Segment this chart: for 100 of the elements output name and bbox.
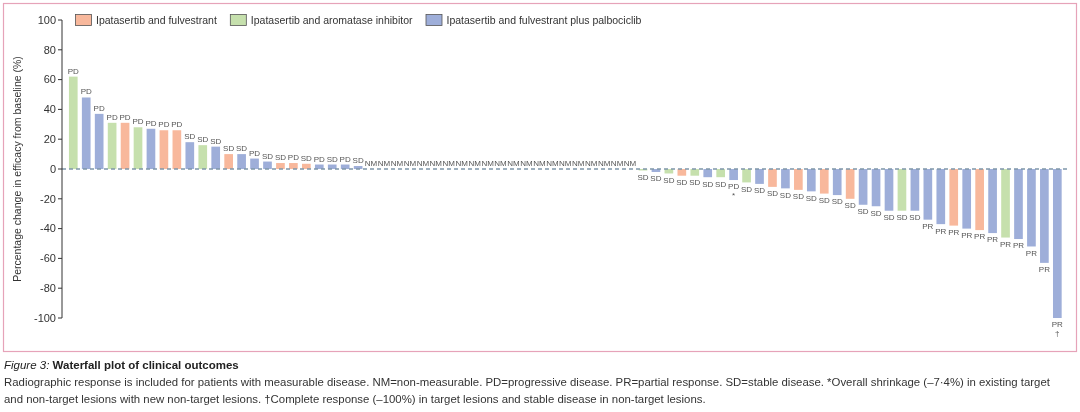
legend-label: Ipatasertib and fulvestrant plus palbociclib	[446, 13, 642, 26]
text: PD	[93, 103, 105, 113]
text: PD *	[728, 182, 740, 201]
y-tick-label: 20	[43, 133, 56, 146]
text: NM	[572, 159, 585, 168]
bar	[211, 146, 221, 169]
text: NM	[507, 159, 520, 168]
text: SD	[637, 172, 649, 182]
text: NM	[364, 159, 378, 168]
bar	[703, 169, 713, 178]
bar	[120, 122, 130, 169]
text: PD	[119, 112, 131, 122]
bar	[1027, 169, 1036, 247]
text: SD	[689, 178, 701, 188]
text: PD	[313, 154, 325, 164]
bar	[832, 169, 842, 196]
text: SD	[831, 197, 843, 207]
text: SD	[753, 186, 766, 196]
bar	[845, 169, 855, 199]
text: PD	[248, 148, 261, 158]
bar	[107, 122, 117, 169]
bar	[146, 128, 156, 169]
text: SD	[197, 135, 209, 145]
text: NM	[533, 159, 546, 168]
bar	[923, 169, 933, 220]
text: PR	[1025, 248, 1037, 258]
text: SD	[352, 156, 364, 166]
bar	[81, 97, 91, 169]
bar	[806, 169, 816, 192]
bar	[159, 130, 169, 169]
y-tick-label: -40	[40, 222, 56, 235]
text: NM	[416, 159, 430, 168]
bar	[1001, 169, 1010, 238]
bar	[94, 113, 104, 169]
bar	[949, 169, 959, 226]
text: SD	[702, 179, 714, 189]
text: NM	[584, 159, 598, 168]
bar	[962, 169, 972, 229]
text: NM	[610, 159, 624, 168]
text: PR	[999, 239, 1012, 249]
text: SD	[326, 154, 338, 164]
bar	[68, 76, 78, 169]
y-tick-label: 40	[43, 103, 56, 116]
text: PR	[1012, 241, 1025, 251]
y-tick-label: -60	[40, 252, 56, 265]
bar	[263, 161, 272, 169]
bar	[185, 142, 195, 169]
y-axis-title: Percentage change in efficacy from baseline (%)	[11, 56, 23, 282]
text: PR	[922, 222, 934, 232]
text: SD	[715, 179, 727, 189]
bar	[1052, 169, 1062, 318]
text: SD	[274, 153, 287, 163]
text: SD	[805, 193, 817, 203]
bar	[781, 169, 790, 189]
text: SD	[896, 213, 908, 223]
text: NM	[390, 159, 404, 168]
bar	[690, 169, 700, 176]
legend-label: Ipatasertib and aromatase inhibitor	[250, 13, 413, 26]
bar	[975, 169, 984, 231]
text: SD	[236, 144, 248, 154]
text: PD	[339, 154, 351, 164]
text: SD	[663, 175, 675, 185]
text: PR	[948, 228, 960, 238]
text: PD	[158, 120, 170, 130]
text: PR	[987, 235, 999, 245]
bar	[910, 169, 920, 211]
text: NM	[377, 159, 391, 168]
text: NM	[520, 159, 533, 168]
bar	[768, 169, 777, 187]
text: NM	[546, 159, 559, 168]
text: SD	[844, 201, 856, 211]
text: PD	[67, 66, 79, 76]
bar	[729, 169, 738, 181]
bar	[289, 163, 298, 169]
text: SD	[857, 207, 869, 217]
bar	[819, 169, 829, 194]
bar	[224, 154, 233, 169]
text: SD	[650, 174, 662, 184]
bar	[794, 169, 803, 190]
bar	[858, 169, 868, 205]
text: SD	[779, 190, 791, 200]
text: NM	[403, 159, 417, 168]
text: SD	[184, 132, 196, 142]
bar	[936, 169, 946, 225]
bar	[871, 169, 881, 207]
text: PR	[1038, 265, 1050, 275]
text: PD	[145, 118, 157, 128]
text: PD	[287, 153, 299, 163]
bar	[133, 127, 143, 169]
text: NM	[597, 159, 611, 168]
text: PD	[106, 112, 118, 122]
text: SD	[883, 213, 895, 223]
bar	[1014, 169, 1023, 240]
bar	[884, 169, 894, 211]
bar	[276, 163, 285, 169]
text: PR	[935, 226, 947, 236]
y-tick-label: -80	[40, 282, 56, 295]
text: NM	[455, 159, 468, 168]
y-tick-label: 100	[37, 13, 56, 26]
bar	[677, 169, 687, 176]
